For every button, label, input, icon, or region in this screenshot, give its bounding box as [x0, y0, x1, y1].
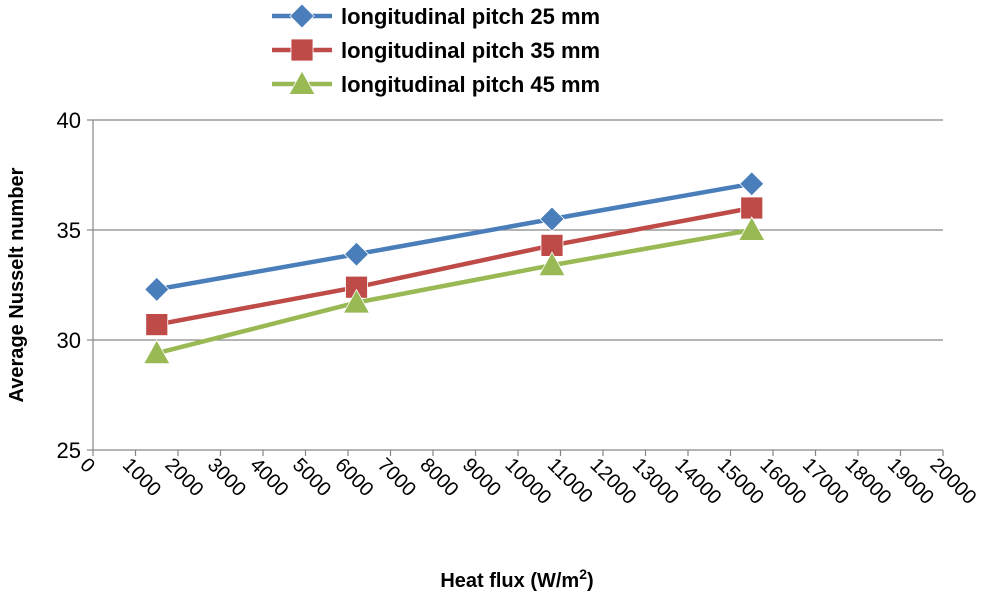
series-1 — [144, 171, 765, 302]
legend-item-3: longitudinal pitch 45 mm — [272, 70, 600, 97]
y-tick-label: 35 — [57, 218, 81, 243]
x-tick-label: 15000 — [713, 454, 768, 509]
series-3 — [143, 216, 766, 365]
series-line-3 — [156, 227, 753, 356]
data-point-triangle — [143, 339, 171, 365]
data-point-diamond — [739, 171, 765, 197]
series-2 — [145, 196, 764, 337]
legend-marker-diamond — [289, 3, 315, 29]
data-point-diamond — [343, 241, 370, 267]
x-tick-label: 1000 — [118, 454, 165, 501]
data-point-square — [145, 313, 169, 337]
x-tick-label: 18000 — [840, 454, 895, 509]
x-tick-labels: 0 100020003000400050006000700080009000100… — [75, 450, 980, 509]
series-line-1 — [156, 181, 753, 292]
data-point-triangle — [738, 216, 766, 241]
legend-label: longitudinal pitch 45 mm — [341, 72, 600, 97]
x-tick-label: 6000 — [330, 454, 377, 501]
legend-item-2: longitudinal pitch 35 mm — [272, 38, 600, 63]
data-point-square — [740, 196, 764, 220]
data-point-diamond — [539, 206, 565, 232]
legend-marker-square — [290, 38, 314, 62]
x-tick-label: 5000 — [288, 454, 335, 501]
x-tick-label: 9000 — [458, 454, 505, 501]
x-tick-label: 16000 — [755, 454, 810, 509]
y-tick-label: 40 — [57, 108, 81, 133]
x-tick-label: 12000 — [585, 454, 640, 509]
series — [143, 171, 766, 365]
x-tick-label: 14000 — [670, 454, 725, 509]
y-tick-labels: 25 30 35 40 — [57, 108, 93, 463]
x-tick-label: 10000 — [500, 454, 555, 509]
y-tick-label: 25 — [57, 438, 81, 463]
x-tick-label: 8000 — [415, 454, 462, 501]
grid-lines — [93, 119, 943, 451]
legend-marker-triangle — [288, 70, 316, 95]
series-line-2 — [156, 205, 753, 327]
x-tick-label: 20000 — [925, 454, 980, 509]
legend-label: longitudinal pitch 25 mm — [341, 4, 600, 29]
legend-item-1: longitudinal pitch 25 mm — [272, 3, 600, 29]
x-tick-label: 4000 — [245, 454, 292, 501]
x-axis-title-text: Heat flux (W/m — [440, 570, 579, 592]
x-tick-label: 11000 — [543, 454, 597, 508]
x-tick-label: 17000 — [798, 454, 853, 509]
x-tick-label: 2000 — [160, 454, 207, 501]
x-tick-label: 13000 — [628, 454, 683, 509]
x-axis-title: Heat flux (W/m2) — [440, 566, 593, 592]
legend-label: longitudinal pitch 35 mm — [341, 38, 600, 63]
legend: longitudinal pitch 25 mm longitudinal pit… — [272, 3, 600, 97]
data-point-diamond — [144, 276, 170, 302]
data-point-triangle — [342, 288, 371, 314]
x-axis-title-superscript: 2 — [579, 566, 587, 582]
x-tick-label: 3000 — [203, 454, 250, 501]
x-axis-title-close: ) — [587, 570, 594, 592]
x-tick-label: 7000 — [373, 454, 420, 501]
data-point-triangle — [538, 251, 566, 277]
y-tick-label: 30 — [57, 328, 81, 353]
y-axis-title: Average Nusselt number — [6, 167, 28, 402]
x-tick-label: 19000 — [883, 454, 938, 509]
